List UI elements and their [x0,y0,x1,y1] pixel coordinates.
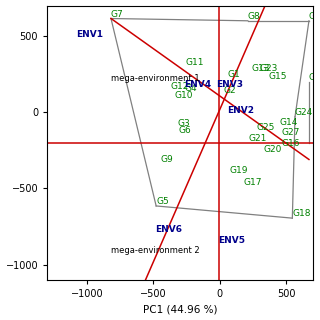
Text: G17: G17 [243,178,262,187]
Text: G15: G15 [268,72,287,81]
X-axis label: PC1 (44.96 %): PC1 (44.96 %) [143,304,217,315]
Text: ENV1: ENV1 [76,30,103,39]
Text: G21: G21 [249,134,267,143]
Text: G19: G19 [230,166,248,175]
Text: G26: G26 [309,73,320,82]
Text: G5: G5 [156,197,169,206]
Text: G7: G7 [111,10,124,19]
Text: G4: G4 [185,84,197,93]
Text: G9: G9 [161,155,173,164]
Text: G22: G22 [309,12,320,21]
Text: mega-environment 1: mega-environment 1 [111,74,200,83]
Text: G2: G2 [224,86,236,95]
Text: G12: G12 [170,82,188,91]
Text: G1: G1 [227,70,240,79]
Text: G11: G11 [185,58,204,67]
Text: G18: G18 [292,209,311,218]
Text: ENV3: ENV3 [216,80,243,89]
Text: G27: G27 [281,128,300,137]
Text: ENV6: ENV6 [155,225,182,234]
Text: G14: G14 [279,118,297,127]
Text: ENV2: ENV2 [227,106,254,115]
Text: G24: G24 [295,108,313,117]
Text: G23: G23 [260,64,278,73]
Text: G8: G8 [248,12,260,21]
Text: G20: G20 [263,145,282,154]
Text: ENV4: ENV4 [184,80,211,89]
Text: G3: G3 [177,119,190,128]
Text: G10: G10 [174,91,193,100]
Text: G13: G13 [252,64,270,73]
Text: ENV5: ENV5 [219,236,246,245]
Text: G6: G6 [179,126,191,135]
Text: G25: G25 [256,123,275,132]
Text: G16: G16 [282,139,300,148]
Text: mega-environment 2: mega-environment 2 [111,246,200,255]
